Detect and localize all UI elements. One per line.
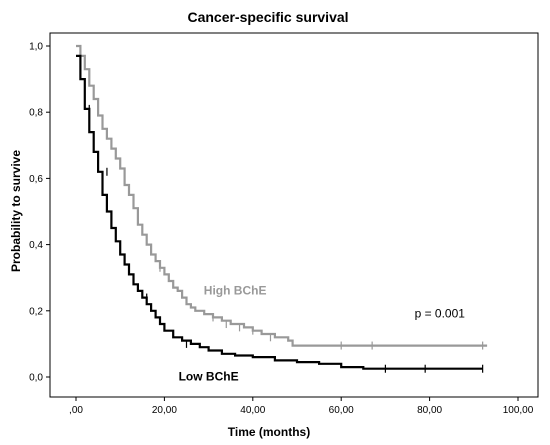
p-value-label: p = 0.001 xyxy=(415,306,466,320)
y-axis-ticks: 0,0 0,2 0,4 0,6 0,8 1,0 xyxy=(29,42,50,384)
y-tick-label: 0,0 xyxy=(29,373,43,384)
x-axis-ticks: ,00 20,00 40,00 60,00 80,00 100,00 xyxy=(69,397,534,416)
y-tick-label: 0,8 xyxy=(29,108,43,119)
low-bche-label: Low BChE xyxy=(179,369,239,383)
x-tick-label: 100,00 xyxy=(503,405,534,416)
x-tick-label: 20,00 xyxy=(152,405,177,416)
x-tick-label: 60,00 xyxy=(329,405,354,416)
plot-frame xyxy=(49,32,539,398)
annotation-layer: High BChE Low BChE p = 0.001 xyxy=(179,283,466,383)
x-tick-label: 40,00 xyxy=(240,405,265,416)
high-bche-survival-curve xyxy=(76,44,488,347)
high-bche-label: High BChE xyxy=(204,283,267,297)
x-tick-label: ,00 xyxy=(69,405,83,416)
y-axis-label: Probability to survive xyxy=(9,150,23,272)
x-tick-label: 80,00 xyxy=(417,405,442,416)
series-layer xyxy=(76,44,488,373)
low-bche-survival-curve xyxy=(76,54,483,370)
y-tick-label: 1,0 xyxy=(29,42,43,53)
chart-title: Cancer-specific survival xyxy=(187,9,348,25)
y-tick-label: 0,2 xyxy=(29,306,43,317)
y-tick-label: 0,6 xyxy=(29,174,43,185)
x-axis-label: Time (months) xyxy=(228,425,310,439)
y-tick-label: 0,4 xyxy=(29,240,43,251)
